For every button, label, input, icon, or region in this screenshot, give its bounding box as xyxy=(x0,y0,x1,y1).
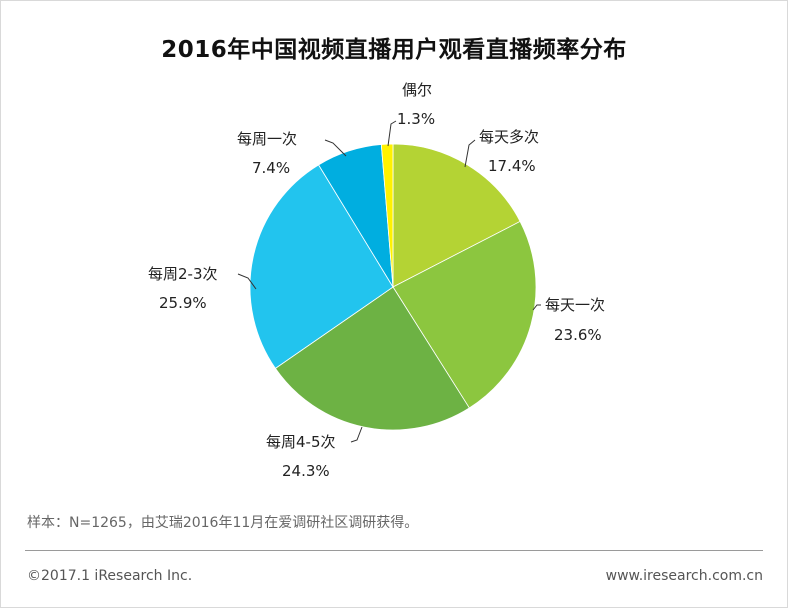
footer-divider xyxy=(25,550,763,551)
slice-value-每周一次: 7.4% xyxy=(252,159,290,177)
leader-line-slice-3 xyxy=(237,273,257,290)
slice-value-每天一次: 23.6% xyxy=(554,326,602,344)
slice-label-偶尔: 偶尔 xyxy=(402,81,432,99)
slice-value-每周2-3次: 25.9% xyxy=(159,294,207,312)
leader-line-slice-0 xyxy=(464,139,476,168)
slice-label-每周4-5次: 每周4-5次 xyxy=(266,433,336,451)
slice-value-每周4-5次: 24.3% xyxy=(282,462,330,480)
leader-line-slice-5 xyxy=(387,120,397,147)
slice-label-每天一次: 每天一次 xyxy=(545,296,605,314)
chart-title: 2016年中国视频直播用户观看直播频率分布 xyxy=(161,37,627,63)
slice-label-每周一次: 每周一次 xyxy=(237,130,297,148)
pie-slice-每天一次 xyxy=(392,220,537,409)
sample-note: 样本：N=1265，由艾瑞2016年11月在爱调研社区调研获得。 xyxy=(27,515,419,531)
leader-line-slice-1 xyxy=(532,304,541,311)
pie-slice-每周4-5次 xyxy=(274,286,470,431)
slice-label-每天多次: 每天多次 xyxy=(479,128,539,146)
pie-slice-偶尔 xyxy=(380,143,394,288)
slice-value-偶尔: 1.3% xyxy=(397,110,435,128)
website-text: www.iresearch.com.cn xyxy=(605,568,763,584)
copyright-text: ©2017.1 iResearch Inc. xyxy=(27,568,193,584)
leader-lines xyxy=(237,120,541,443)
slice-label-每周2-3次: 每周2-3次 xyxy=(148,265,218,283)
leader-line-slice-2 xyxy=(350,426,363,443)
leader-line-slice-4 xyxy=(324,139,347,157)
slice-value-每天多次: 17.4% xyxy=(488,157,536,175)
pie-slice-每天多次 xyxy=(392,143,521,288)
pie-slice-每周2-3次 xyxy=(249,164,394,369)
pie-slices xyxy=(249,143,537,431)
